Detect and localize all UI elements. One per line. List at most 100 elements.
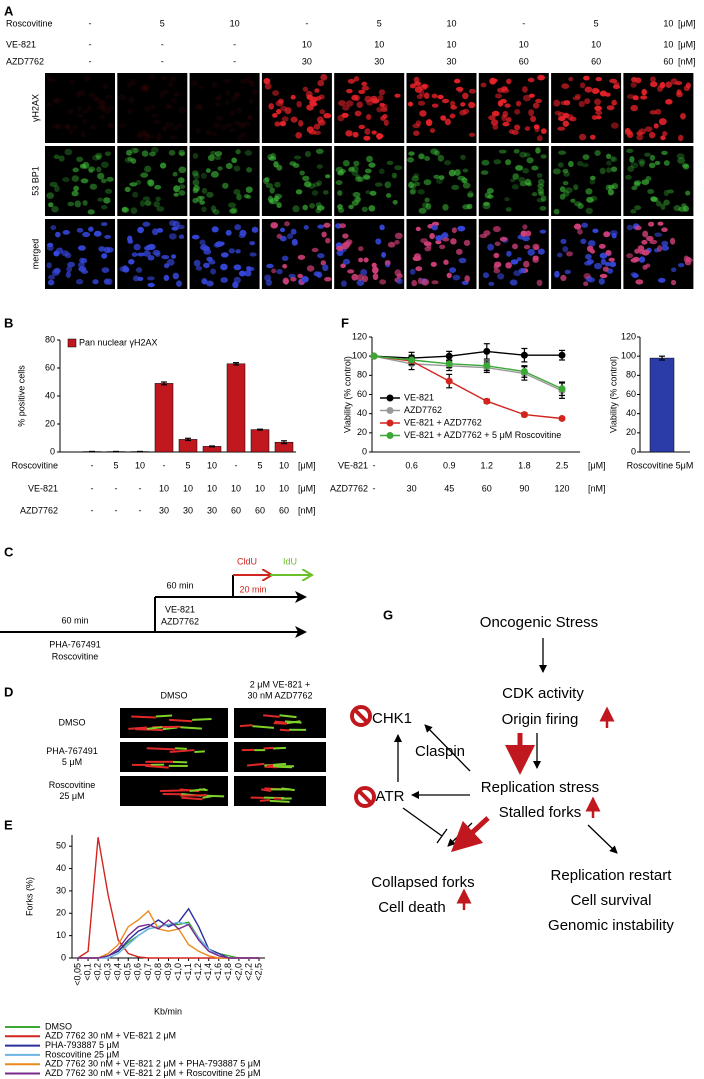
nucleus <box>304 181 312 188</box>
nucleus <box>590 134 596 140</box>
treatment-value: 10 <box>446 39 456 49</box>
nucleus <box>206 280 214 287</box>
nucleus <box>323 113 332 119</box>
nucleus <box>661 227 668 232</box>
nucleus <box>386 193 392 198</box>
nucleus <box>649 154 656 161</box>
nucleus <box>151 113 159 118</box>
nucleus <box>274 181 281 188</box>
nucleus <box>178 234 185 239</box>
nucleus <box>631 77 638 83</box>
nucleus <box>573 184 579 191</box>
series-line <box>78 907 259 959</box>
nucleus <box>632 256 640 262</box>
nucleus <box>342 105 350 111</box>
fiber-idu <box>252 725 275 729</box>
nucleus <box>413 76 420 83</box>
nucleus <box>649 239 658 245</box>
nucleus <box>172 272 179 280</box>
nucleus <box>346 88 353 94</box>
nucleus <box>638 256 646 263</box>
nucleus <box>220 124 227 131</box>
fiber-cldu <box>266 763 274 768</box>
nucleus <box>124 157 133 163</box>
nucleus <box>118 94 127 101</box>
nucleus <box>644 126 653 132</box>
nucleus <box>685 82 692 89</box>
nucleus <box>345 130 353 137</box>
nucleus <box>337 114 345 122</box>
nucleus <box>497 273 505 280</box>
nucleus <box>411 183 417 189</box>
nucleus <box>104 246 111 254</box>
nucleus <box>535 146 541 154</box>
row-label: Roscovitine <box>49 780 96 790</box>
nucleus <box>640 95 648 100</box>
nucleus <box>129 182 138 187</box>
nucleus <box>599 90 608 97</box>
nucleus <box>379 168 385 175</box>
nucleus <box>562 246 569 253</box>
nucleus <box>100 104 107 110</box>
nucleus <box>585 253 592 260</box>
nucleus <box>660 203 666 210</box>
nucleus <box>598 278 605 285</box>
nucleus <box>49 181 58 187</box>
x-tick-label: <0,5 <box>123 963 133 981</box>
nucleus <box>612 84 621 90</box>
y-tick-label: 40 <box>357 408 367 418</box>
nucleus <box>358 257 364 263</box>
treatment-value: - <box>89 18 92 28</box>
nucleus <box>518 177 525 183</box>
nucleus <box>67 201 75 207</box>
nucleus <box>537 187 544 194</box>
legend-label: AZD 7762 30 nM + VE-821 2 μM + PHA-79388… <box>45 1059 260 1069</box>
nucleus <box>126 149 132 156</box>
nucleus <box>511 184 519 190</box>
nucleus <box>491 78 498 83</box>
nucleus <box>533 245 540 250</box>
micrograph <box>189 146 260 216</box>
nucleus <box>83 75 92 82</box>
nucleus <box>268 103 275 110</box>
nucleus <box>443 259 449 265</box>
micrograph <box>189 73 260 143</box>
nucleus <box>413 130 420 136</box>
nucleus <box>630 104 638 112</box>
nucleus <box>247 115 253 120</box>
nucleus <box>276 108 282 115</box>
nucleus <box>316 180 322 186</box>
nucleus <box>303 225 309 230</box>
treatment-value: 60 <box>663 56 673 66</box>
y-tick-label: 10 <box>56 930 66 940</box>
x-table-value: 5 <box>113 460 118 470</box>
nucleus <box>133 275 140 282</box>
legend-label: AZD 7762 30 nM + VE-821 2 μM + Roscoviti… <box>45 1068 260 1078</box>
nucleus <box>101 178 107 184</box>
x-table-value: 10 <box>279 483 289 493</box>
x-table-value: - <box>139 483 142 493</box>
nucleus <box>585 207 593 214</box>
x-table-unit: [nM] <box>588 483 606 493</box>
nucleus <box>560 274 567 282</box>
nucleus <box>626 224 634 231</box>
nucleus <box>264 177 270 182</box>
nucleus <box>566 251 573 257</box>
nucleus <box>486 188 494 194</box>
nucleus <box>201 187 208 194</box>
fiber-cldu <box>239 724 253 728</box>
x-tick-label: <2,2 <box>243 963 253 981</box>
fiber-cldu <box>263 714 280 718</box>
nucleus <box>130 207 138 215</box>
nucleus <box>153 201 160 208</box>
nucleus <box>512 243 518 250</box>
nucleus <box>192 153 199 159</box>
nucleus <box>626 148 634 153</box>
treatment-value: - <box>233 39 236 49</box>
node-label: Stalled forks <box>499 804 582 821</box>
nucleus <box>104 108 112 114</box>
nucleus <box>47 279 55 286</box>
nucleus <box>563 100 571 106</box>
nucleus <box>680 113 686 120</box>
nucleus <box>381 103 388 110</box>
